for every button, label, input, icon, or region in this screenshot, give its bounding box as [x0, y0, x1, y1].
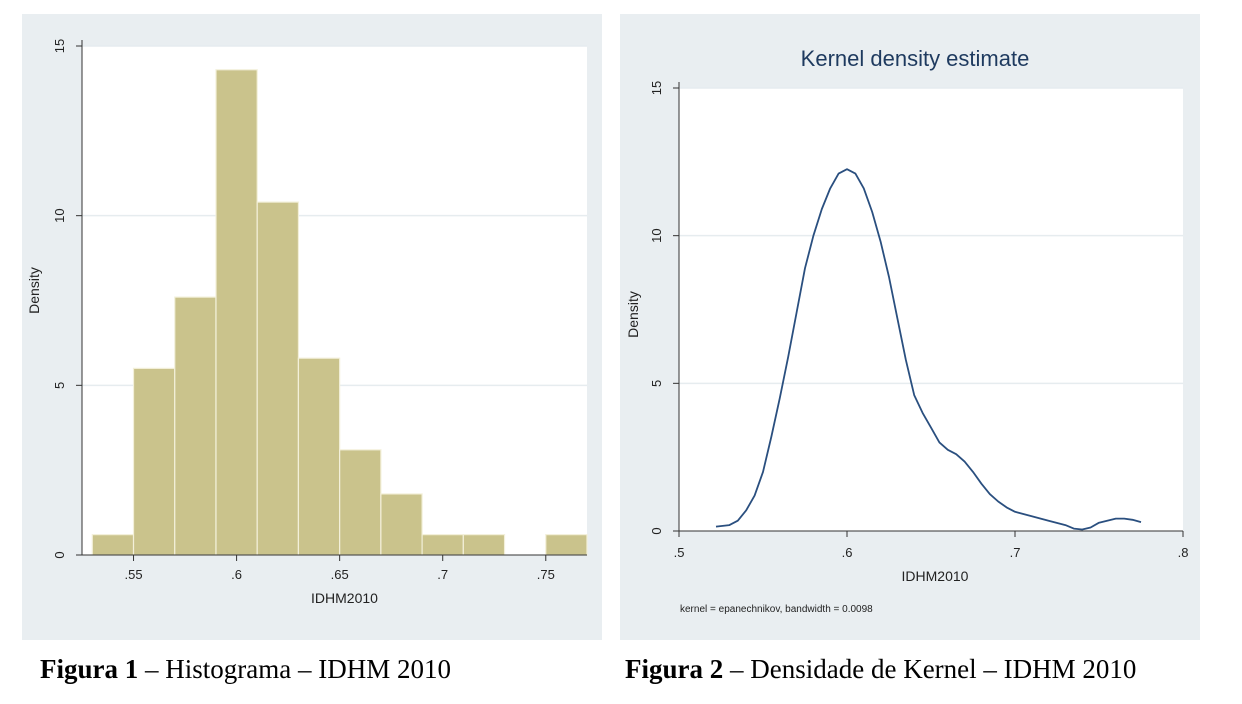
- x-axis-title: IDHM2010: [311, 590, 378, 606]
- figure-2-label: Figura 2: [625, 654, 724, 684]
- x-tick-label: .55: [124, 567, 142, 582]
- histogram-bar: [380, 493, 423, 556]
- x-tick-label: .6: [842, 545, 853, 560]
- figure-1-label: Figura 1: [40, 654, 139, 684]
- x-tick-label: .75: [537, 567, 555, 582]
- histogram-bar: [545, 534, 588, 556]
- kernel-density-chart: Kernel density estimate 0 5 10 15 .5 .6 .7 .8 IDH…: [625, 46, 1189, 615]
- y-tick-label: 15: [649, 81, 664, 95]
- y-tick-label: 5: [649, 380, 664, 387]
- histogram-bar: [297, 357, 341, 556]
- histogram-bar: [215, 69, 258, 556]
- histogram-bar: [256, 201, 300, 556]
- y-axis-title: Density: [26, 267, 42, 314]
- density-line: [715, 168, 1142, 531]
- y-tick-label: 0: [649, 527, 664, 534]
- x-tick-label: .7: [437, 567, 448, 582]
- figure-1-text: – Histograma – IDHM 2010: [138, 654, 451, 684]
- figure-2-text: – Densidade de Kernel – IDHM 2010: [723, 654, 1137, 684]
- x-tick-label: .5: [674, 545, 685, 560]
- x-tick-label: .65: [331, 567, 349, 582]
- y-tick-label: 10: [649, 228, 664, 242]
- histogram-bar: [132, 367, 176, 556]
- histogram-bar: [462, 534, 506, 556]
- figure-2-caption: Figura 2 – Densidade de Kernel – IDHM 20…: [625, 654, 1136, 685]
- plot-area: [679, 88, 1183, 531]
- x-tick-label: .6: [231, 567, 242, 582]
- histogram-chart: 0 5 10 15 .55 .6 .65 .7 .75 IDHM2010 Density: [26, 39, 588, 606]
- y-tick-label: 15: [52, 39, 67, 53]
- y-axis-title: Density: [625, 291, 641, 338]
- y-tick-label: 10: [52, 208, 67, 222]
- kernel-note: kernel = epanechnikov, bandwidth = 0.009…: [680, 604, 873, 615]
- x-tick-label: .8: [1178, 545, 1189, 560]
- y-tick-label: 5: [52, 382, 67, 389]
- histogram-panel: 0 5 10 15 .55 .6 .65 .7 .75 IDHM2010 Density: [22, 14, 602, 640]
- y-tick-label: 0: [52, 551, 67, 558]
- figure-1-caption: Figura 1 – Histograma – IDHM 2010: [40, 654, 451, 685]
- x-tick-label: .7: [1010, 545, 1021, 560]
- histogram-bar: [174, 296, 217, 556]
- chart-title: Kernel density estimate: [801, 46, 1030, 71]
- histogram-bar: [421, 534, 464, 556]
- kernel-density-panel: Kernel density estimate 0 5 10 15 .5 .6 .7 .8 IDH…: [620, 14, 1200, 640]
- x-axis-title: IDHM2010: [902, 568, 969, 584]
- histogram-bar: [339, 449, 382, 556]
- histogram-bar: [91, 534, 135, 556]
